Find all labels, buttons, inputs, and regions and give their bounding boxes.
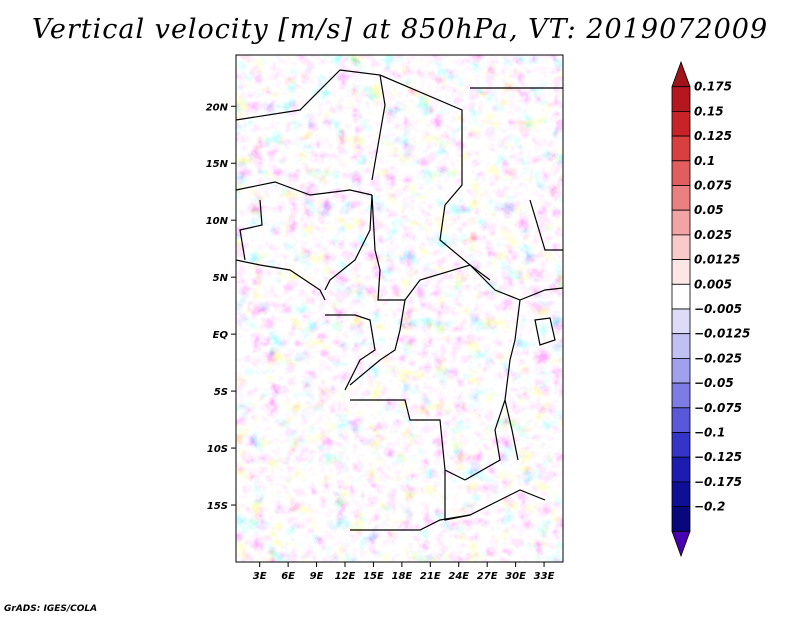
colorbar-swatch: [671, 86, 691, 112]
lat-tick-label: 15N: [206, 159, 229, 170]
colorbar-swatch: [671, 481, 691, 507]
colorbar-swatch: [671, 333, 691, 359]
lat-tick-label: 10S: [207, 444, 228, 455]
border-libya-niger: [236, 69, 386, 181]
lon-tick-label: 9E: [310, 571, 324, 582]
colorbar-swatch: [671, 135, 691, 162]
colorbar-label: −0.175: [694, 475, 742, 489]
colorbar-label: 0.125: [694, 129, 732, 143]
lon-tick-label: 3E: [253, 571, 267, 582]
lon-tick-label: 24E: [448, 571, 469, 582]
colorbar-label: 0.15: [694, 104, 724, 118]
lat-tick-label: 10N: [206, 216, 229, 227]
border-east-africa: [529, 199, 563, 251]
map-frame: [235, 54, 564, 563]
colorbar-label: −0.005: [694, 302, 742, 316]
colorbar-label: −0.025: [694, 351, 742, 365]
colorbar-swatch: [671, 185, 691, 211]
border-nigeria-cameroon: [324, 194, 373, 291]
colorbar-swatch: [671, 308, 691, 335]
country-borders: [236, 69, 563, 531]
colorbar-label: 0.005: [694, 277, 732, 291]
border-niger-nigeria: [236, 181, 373, 196]
colorbar-min-triangle: [671, 530, 691, 558]
lon-tick-label: 21E: [420, 571, 441, 582]
border-drc-congo: [349, 299, 406, 386]
colorbar-swatch: [671, 209, 691, 236]
lon-tick-label: 12E: [335, 571, 356, 582]
lon-tick-label: 6E: [281, 571, 295, 582]
colorbar-label: −0.2: [694, 500, 725, 514]
colorbar-swatch: [671, 234, 691, 260]
border-congo-gabon: [325, 314, 376, 391]
border-ghana-togo: [239, 199, 263, 261]
lat-tick-label: 5S: [214, 387, 228, 398]
colorbar-label: 0.1: [694, 154, 715, 168]
lat-tick-label: 5N: [213, 273, 229, 284]
colorbar-max-triangle: [671, 60, 691, 88]
lon-tick-label: 33E: [534, 571, 555, 582]
colorbar-label: 0.175: [694, 80, 732, 94]
colorbar-label: −0.1: [694, 426, 725, 440]
colorbar-label: −0.075: [694, 401, 742, 415]
lat-tick-label: 20N: [206, 102, 229, 113]
colorbar-swatch: [671, 407, 691, 433]
longitude-axis: 3E 6E 9E 12E 15E 18E 21E 24E 27E 30E 33E: [253, 562, 555, 582]
border-libya-egypt: [379, 74, 463, 206]
colorbar-label: −0.05: [694, 376, 734, 390]
colorbar-swatch: [671, 259, 691, 285]
border-chad-sudan: [439, 204, 491, 281]
colorbar-swatch: [671, 506, 691, 532]
colorbar-swatch: [671, 357, 691, 384]
border-drc-angola: [350, 399, 466, 481]
border-lake-tanganyika: [504, 399, 519, 461]
border-cameroon-chad: [371, 194, 405, 301]
colorbar: 0.175 0.15 0.125 0.1 0.075 0.05 0.025 0.0125 0.0…: [671, 60, 750, 558]
colorbar-swatch: [671, 111, 691, 137]
colorbar-label: 0.025: [694, 228, 732, 242]
colorbar-label: −0.0125: [694, 327, 750, 341]
border-car: [404, 264, 563, 301]
colorbar-swatch: [671, 382, 691, 409]
latitude-axis: 20N 15N 10N 5N EQ 5S 10S 15S: [206, 102, 236, 512]
lon-tick-label: 15E: [363, 571, 384, 582]
lon-tick-label: 18E: [391, 571, 412, 582]
colorbar-label: 0.05: [694, 203, 724, 217]
colorbar-swatch: [671, 160, 691, 186]
vertical-velocity-field: [236, 55, 563, 562]
colorbar-swatch: [671, 456, 691, 483]
lon-tick-label: 30E: [505, 571, 526, 582]
colorbar-label: 0.0125: [694, 253, 740, 267]
lat-tick-label: 15S: [207, 501, 228, 512]
border-lake-victoria: [534, 317, 556, 346]
colorbar-swatch: [671, 432, 691, 458]
colorbar-label: −0.125: [694, 450, 742, 464]
colorbar-swatch: [671, 283, 691, 310]
lon-tick-label: 27E: [477, 571, 498, 582]
grads-credit: GrADS: IGES/COLA: [4, 604, 98, 614]
lat-tick-label: EQ: [213, 330, 229, 341]
colorbar-label: 0.075: [694, 179, 732, 193]
map-title: Vertical velocity [m/s] at 850hPa, VT: 2…: [31, 14, 769, 45]
border-west-coast: [236, 259, 326, 301]
border-zambia: [444, 470, 546, 521]
